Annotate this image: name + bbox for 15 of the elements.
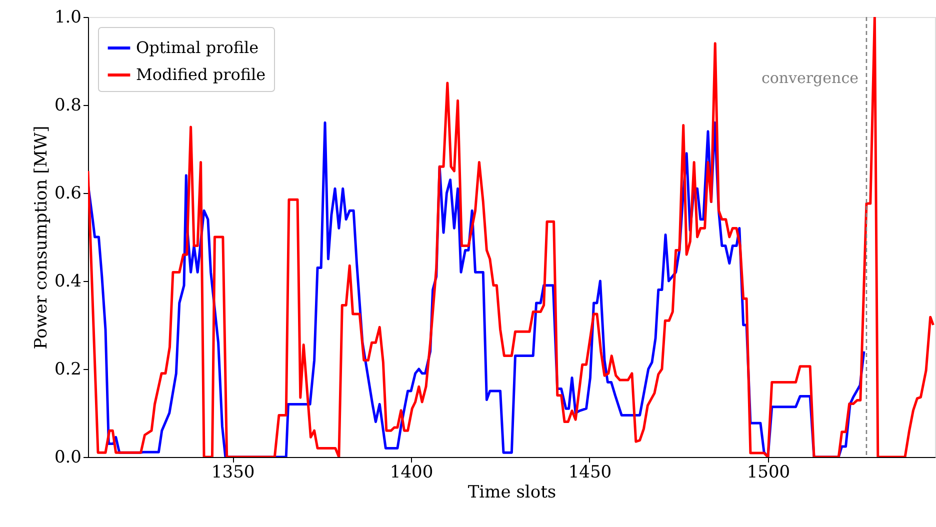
y-tick-label: 1.0 xyxy=(54,8,82,28)
y-axis-title: Power consumption [MW] xyxy=(31,126,52,350)
y-tick-label: 0.4 xyxy=(54,272,82,292)
legend-label: Optimal profile xyxy=(136,38,259,57)
y-tick-label: 0.2 xyxy=(54,360,82,380)
ref-line-label: convergence xyxy=(761,69,859,87)
legend-label: Modified profile xyxy=(136,65,266,84)
x-tick-label: 1500 xyxy=(746,462,790,482)
x-tick-label: 1450 xyxy=(568,462,612,482)
x-axis-title: Time slots xyxy=(468,482,556,502)
y-tick-label: 0.0 xyxy=(54,448,82,468)
x-tick-label: 1350 xyxy=(211,462,255,482)
x-tick-label: 1400 xyxy=(390,462,434,482)
y-tick-label: 0.8 xyxy=(54,96,82,116)
y-tick-label: 0.6 xyxy=(54,184,82,204)
